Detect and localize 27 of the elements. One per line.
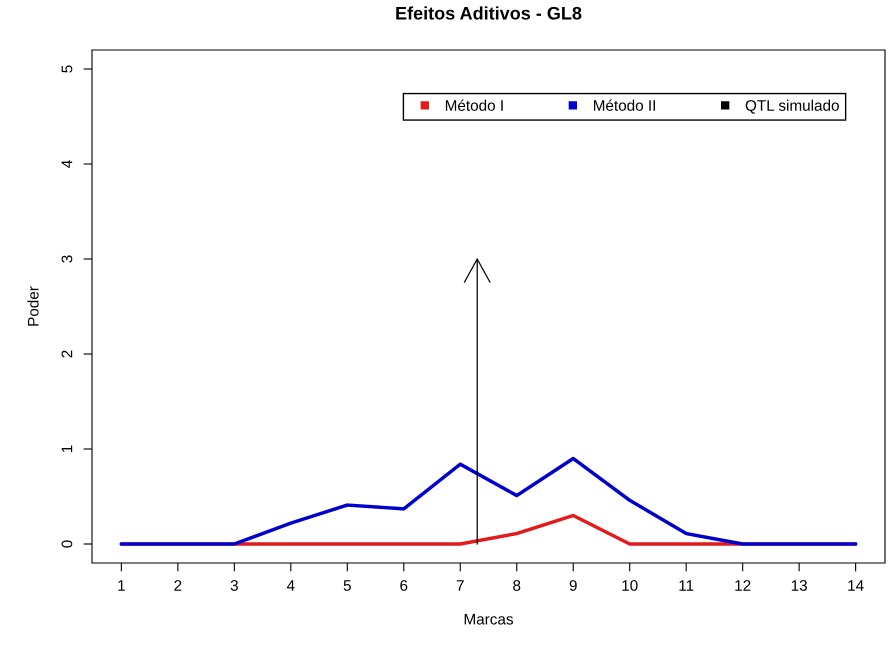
x-tick-label: 14 <box>848 580 864 591</box>
x-tick-label: 6 <box>400 580 408 591</box>
y-tick-label: 2 <box>61 350 72 358</box>
x-tick-label: 1 <box>118 580 125 591</box>
x-tick-label: 12 <box>735 580 750 591</box>
x-tick-label: 8 <box>513 580 520 591</box>
line-series <box>120 456 858 546</box>
x-axis-title: Marcas <box>464 614 513 625</box>
x-tick-label: 11 <box>679 580 694 591</box>
y-tick-label: 5 <box>62 65 72 73</box>
x-tick-label: 7 <box>456 580 464 591</box>
x-tick-label: 3 <box>230 580 238 591</box>
x-tick-label: 2 <box>174 580 182 591</box>
chart-title: Efeitos Aditivos - GL8 <box>396 6 582 20</box>
legend-label: Método II <box>594 99 655 111</box>
y-tick-label: 4 <box>62 160 72 168</box>
y-tick-label: 3 <box>61 255 72 263</box>
legend-label: QTL simulado <box>746 100 839 114</box>
x-tick-label: 9 <box>570 580 577 591</box>
x-tick-label: 4 <box>286 580 295 591</box>
y-tick-label: 0 <box>61 540 72 548</box>
x-tick-label: 13 <box>792 580 807 591</box>
x-tick-label: 5 <box>344 580 351 591</box>
legend-label: Método I <box>446 99 503 111</box>
x-tick-label: 10 <box>622 580 638 591</box>
y-axis-title: Poder <box>27 286 39 326</box>
y-tick-label: 1 <box>62 445 72 452</box>
